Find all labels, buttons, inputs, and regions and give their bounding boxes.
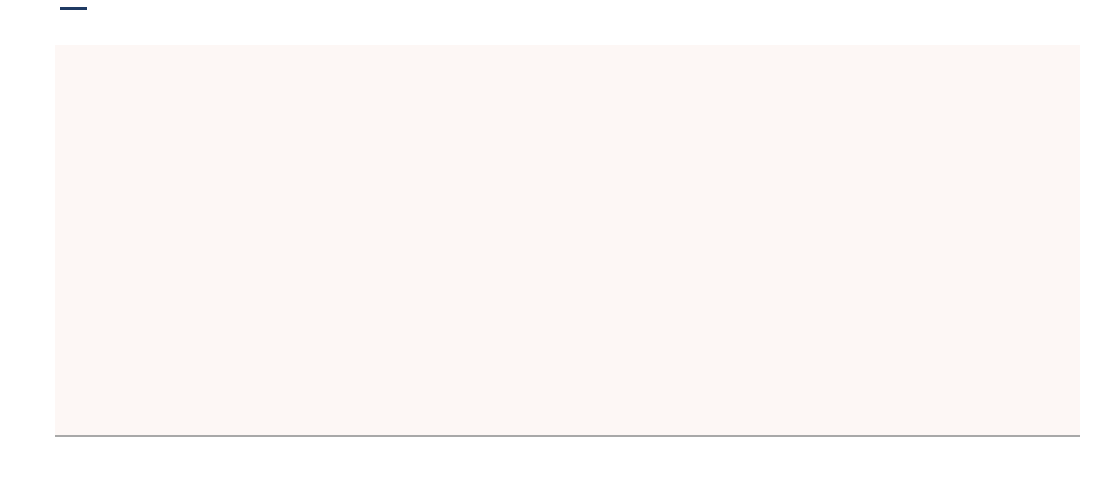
y-axis-tick-label: [0, 98, 45, 122]
y-axis-tick-label: [0, 360, 45, 384]
legend-line-swatch-icon: [60, 7, 87, 10]
x-axis-tick-label: [318, 451, 438, 475]
plot-area: [55, 45, 1080, 437]
y-axis-tick-label: [0, 229, 45, 253]
y-axis-tick-label: [0, 33, 45, 57]
y-axis-tick-label: [0, 425, 45, 449]
x-axis-tick-label: [883, 451, 1003, 475]
legend: [60, 5, 96, 10]
y-axis-tick-label: [0, 164, 45, 188]
y-axis-tick-label: [0, 294, 45, 318]
x-axis-tick-label: [39, 451, 159, 475]
x-axis-tick-label: [597, 451, 717, 475]
